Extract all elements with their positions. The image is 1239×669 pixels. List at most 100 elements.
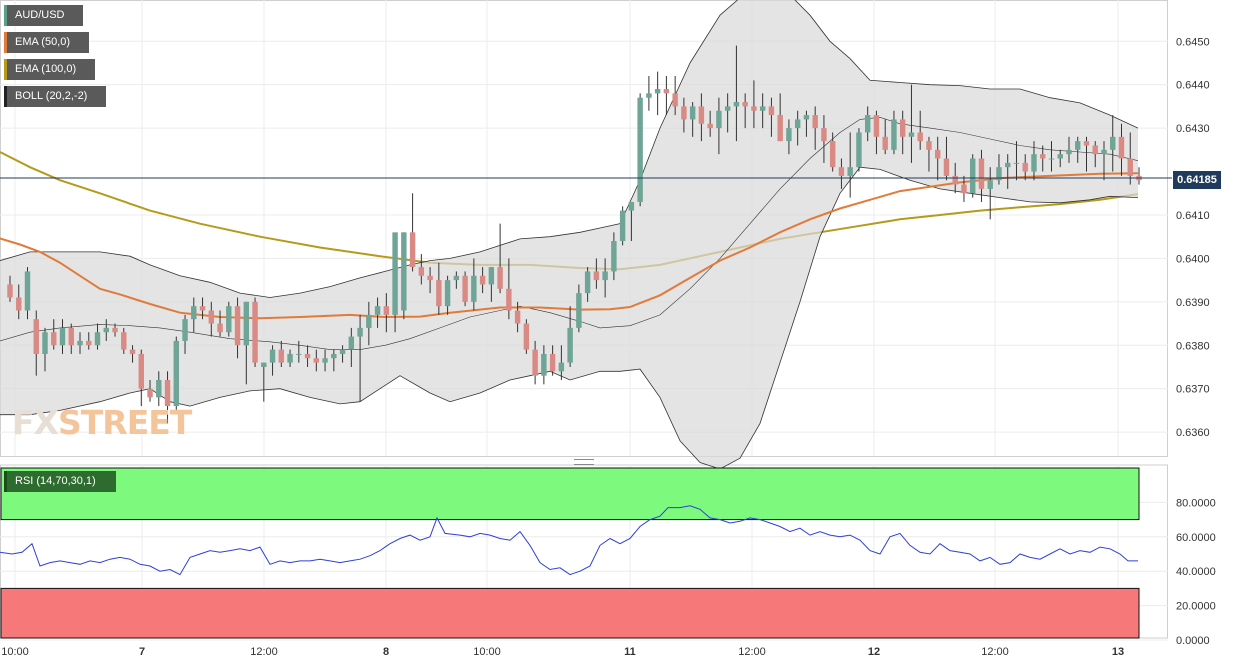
- candle: [471, 258, 477, 311]
- candle: [444, 275, 451, 315]
- candle: [768, 97, 775, 137]
- candle: [409, 193, 416, 272]
- candle-body: [567, 327, 573, 363]
- candles-layer: [7, 45, 1142, 424]
- candle: [261, 362, 267, 402]
- candle: [873, 110, 880, 155]
- candle: [751, 80, 757, 129]
- candle-body: [672, 93, 678, 107]
- candle-body: [873, 115, 880, 137]
- candle-body: [112, 327, 118, 333]
- x-tick-label: 12:00: [981, 646, 1009, 658]
- candle: [663, 76, 670, 116]
- rsi-overbought-zone: [0, 467, 1140, 521]
- candle: [514, 301, 521, 333]
- candle: [978, 149, 985, 202]
- candle-body: [252, 301, 258, 363]
- candle: [838, 158, 845, 189]
- candle: [296, 340, 302, 363]
- candle-body: [611, 241, 617, 272]
- candle: [1040, 145, 1046, 172]
- candle: [681, 97, 687, 133]
- candle: [934, 136, 941, 181]
- candle: [549, 345, 556, 376]
- candle-body: [943, 158, 950, 176]
- candle-body: [952, 175, 958, 185]
- candle-body: [619, 210, 626, 242]
- candle: [217, 310, 223, 337]
- y-tick-label: 0.6390: [1176, 297, 1210, 309]
- candle-body: [339, 349, 346, 354]
- candle-body: [173, 340, 179, 407]
- symbol-label[interactable]: AUD/USD: [4, 5, 83, 26]
- candle: [1083, 136, 1090, 172]
- candle: [199, 297, 206, 320]
- candle-body: [978, 158, 985, 189]
- candle: [1005, 154, 1011, 189]
- candle-body: [1075, 141, 1081, 150]
- x-tick-label: 12:00: [738, 646, 766, 658]
- candle-body: [1118, 136, 1125, 159]
- candle-body: [51, 332, 57, 346]
- rsi-label[interactable]: RSI (14,70,30,1): [4, 471, 116, 492]
- candle-body: [707, 123, 713, 129]
- candle: [742, 93, 748, 129]
- candle-body: [864, 115, 871, 133]
- candle: [1092, 141, 1098, 168]
- candle-body: [86, 340, 92, 346]
- candle: [418, 254, 425, 285]
- candle-body: [121, 332, 127, 350]
- rsi-y-tick-label: 0.0000: [1176, 635, 1210, 647]
- candle-body: [497, 267, 503, 289]
- candle-body: [1022, 162, 1028, 172]
- candle-body: [226, 306, 232, 333]
- candle: [304, 345, 311, 367]
- candle-body: [7, 284, 13, 298]
- candle: [313, 349, 320, 372]
- candle-body: [882, 136, 888, 150]
- candle: [611, 232, 617, 281]
- candle-body: [821, 128, 827, 142]
- candle-body: [357, 327, 363, 337]
- candle: [698, 93, 705, 142]
- candle: [453, 271, 460, 289]
- candle: [1118, 123, 1125, 176]
- candle: [847, 132, 853, 198]
- rsi-y-tick-label: 40.0000: [1176, 566, 1216, 578]
- candle-body: [891, 119, 897, 150]
- candle: [829, 132, 836, 172]
- candle: [961, 175, 967, 202]
- current-price-tag: 0.64185: [1173, 171, 1221, 189]
- candle: [996, 154, 1002, 185]
- x-tick-label: 10:00: [1, 646, 29, 658]
- candle-body: [838, 167, 845, 176]
- candle-body: [541, 353, 547, 376]
- candle-body: [759, 106, 766, 111]
- candle: [733, 45, 740, 142]
- candle-body: [1101, 149, 1107, 155]
- x-tick-label: 12: [868, 646, 880, 658]
- candle: [357, 314, 363, 402]
- candle-body: [331, 353, 337, 359]
- rsi-line: [0, 505, 1138, 576]
- candle-body: [278, 349, 285, 363]
- ema100-label[interactable]: EMA (100,0): [4, 59, 95, 80]
- candle: [882, 119, 888, 155]
- candle: [637, 93, 643, 207]
- candle-body: [1005, 162, 1011, 168]
- candle: [891, 110, 897, 155]
- boll-label[interactable]: BOLL (20,2,-2): [4, 86, 106, 107]
- candle-body: [418, 267, 425, 276]
- fxstreet-logo: FXSTREET: [12, 403, 192, 442]
- candle: [1022, 154, 1028, 181]
- rsi-y-tick-label: 60.0000: [1176, 532, 1216, 544]
- y-tick-label: 0.6400: [1176, 253, 1210, 265]
- ema50-label[interactable]: EMA (50,0): [4, 32, 89, 53]
- pane-resize-handle[interactable]: [574, 459, 594, 465]
- candle: [1031, 141, 1037, 181]
- candle: [173, 336, 179, 411]
- candle: [348, 327, 355, 367]
- candle: [917, 110, 923, 150]
- candle: [138, 349, 144, 407]
